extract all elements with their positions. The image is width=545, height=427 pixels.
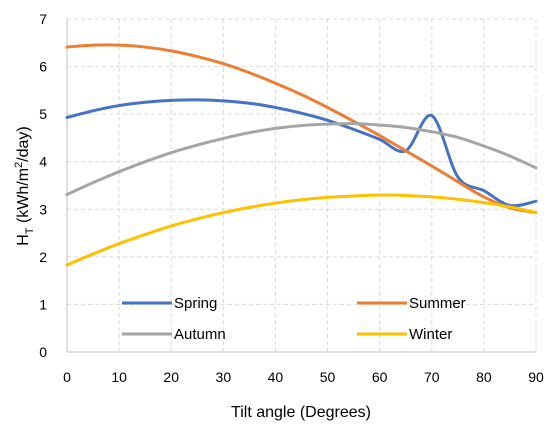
legend-label-winter: Winter xyxy=(409,326,452,343)
y-axis-label: HT (kWh/m2/day) xyxy=(13,126,36,246)
x-tick-label: 80 xyxy=(476,369,492,385)
tick-labels: 0 10 20 30 40 50 60 70 80 90 0 1 2 3 4 5 6 7 xyxy=(39,11,544,385)
series-line-winter xyxy=(65,193,538,267)
x-tick-label: 0 xyxy=(63,369,71,385)
series-line-autumn xyxy=(65,122,538,197)
y-tick-label: 0 xyxy=(39,344,47,360)
legend-label-summer: Summer xyxy=(409,295,466,312)
x-tick-label: 20 xyxy=(163,369,179,385)
axes xyxy=(66,19,536,353)
x-tick-label: 30 xyxy=(216,369,232,385)
x-tick-label: 10 xyxy=(111,369,127,385)
y-axis-label-sup: 2 xyxy=(13,162,25,168)
y-tick-label: 7 xyxy=(39,11,47,27)
y-tick-label: 5 xyxy=(39,106,47,122)
series-lines xyxy=(65,43,538,267)
x-tick-label: 90 xyxy=(528,369,544,385)
y-tick-label: 6 xyxy=(39,59,47,75)
legend-label-autumn: Autumn xyxy=(174,326,226,343)
legend-label-spring: Spring xyxy=(174,295,217,312)
y-tick-label: 3 xyxy=(39,201,47,217)
x-tick-label: 70 xyxy=(424,369,440,385)
y-tick-label: 2 xyxy=(39,249,47,265)
y-axis-label-sub: T xyxy=(24,227,36,234)
x-tick-label: 40 xyxy=(268,369,284,385)
x-axis-label: Tilt angle (Degrees) xyxy=(231,404,371,421)
series-line-summer xyxy=(65,43,538,215)
y-axis-label-unit-end: /day) xyxy=(15,126,32,162)
y-tick-label: 4 xyxy=(39,154,47,170)
x-tick-label: 60 xyxy=(372,369,388,385)
y-tick-label: 1 xyxy=(39,296,47,312)
series-line-spring xyxy=(65,98,538,208)
legend: Spring Summer Autumn Winter xyxy=(122,295,466,343)
y-axis-label-unit: (kWh/m xyxy=(15,168,32,228)
y-axis-label-main: H xyxy=(15,234,32,246)
x-tick-label: 50 xyxy=(320,369,336,385)
